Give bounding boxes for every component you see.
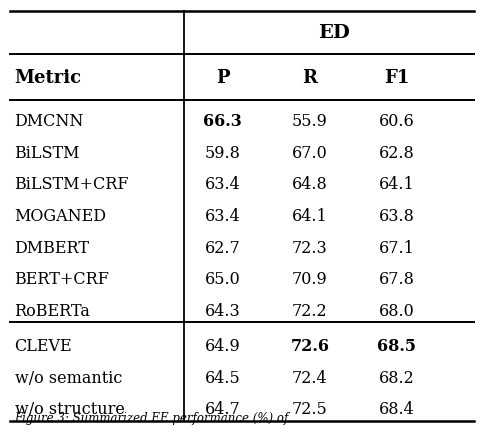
Text: BiLSTM: BiLSTM bbox=[15, 145, 80, 162]
Text: 64.9: 64.9 bbox=[205, 338, 241, 355]
Text: 67.8: 67.8 bbox=[379, 271, 415, 289]
Text: 60.6: 60.6 bbox=[379, 113, 415, 130]
Text: w/o semantic: w/o semantic bbox=[15, 369, 122, 387]
Text: 72.4: 72.4 bbox=[292, 369, 328, 387]
Text: BiLSTM+CRF: BiLSTM+CRF bbox=[15, 176, 129, 194]
Text: 72.3: 72.3 bbox=[292, 240, 328, 257]
Text: 64.3: 64.3 bbox=[205, 303, 241, 320]
Text: 65.0: 65.0 bbox=[205, 271, 241, 289]
Text: w/o structure: w/o structure bbox=[15, 401, 124, 418]
Text: 63.4: 63.4 bbox=[205, 208, 241, 225]
Text: R: R bbox=[302, 69, 317, 87]
Text: 66.3: 66.3 bbox=[203, 113, 242, 130]
Text: Metric: Metric bbox=[15, 69, 82, 87]
Text: 72.6: 72.6 bbox=[290, 338, 329, 355]
Text: BERT+CRF: BERT+CRF bbox=[15, 271, 109, 289]
Text: RoBERTa: RoBERTa bbox=[15, 303, 91, 320]
Text: 72.5: 72.5 bbox=[292, 401, 328, 418]
Text: 63.8: 63.8 bbox=[379, 208, 415, 225]
Text: 59.8: 59.8 bbox=[205, 145, 241, 162]
Text: 62.8: 62.8 bbox=[379, 145, 415, 162]
Text: P: P bbox=[216, 69, 229, 87]
Text: 64.1: 64.1 bbox=[379, 176, 415, 194]
Text: 67.0: 67.0 bbox=[292, 145, 328, 162]
Text: 67.1: 67.1 bbox=[379, 240, 415, 257]
Text: 68.4: 68.4 bbox=[379, 401, 415, 418]
Text: MOGANED: MOGANED bbox=[15, 208, 106, 225]
Text: 70.9: 70.9 bbox=[292, 271, 328, 289]
Text: 68.5: 68.5 bbox=[378, 338, 416, 355]
Text: 64.5: 64.5 bbox=[205, 369, 241, 387]
Text: 64.1: 64.1 bbox=[292, 208, 328, 225]
Text: 64.8: 64.8 bbox=[292, 176, 328, 194]
Text: F1: F1 bbox=[384, 69, 409, 87]
Text: 55.9: 55.9 bbox=[292, 113, 328, 130]
Text: CLEVE: CLEVE bbox=[15, 338, 72, 355]
Text: DMBERT: DMBERT bbox=[15, 240, 90, 257]
Text: 68.2: 68.2 bbox=[379, 369, 415, 387]
Text: 64.7: 64.7 bbox=[205, 401, 241, 418]
Text: 63.4: 63.4 bbox=[205, 176, 241, 194]
Text: Figure 3: Summarized EE performance (%) of: Figure 3: Summarized EE performance (%) … bbox=[15, 412, 289, 425]
Text: DMCNN: DMCNN bbox=[15, 113, 84, 130]
Text: 72.2: 72.2 bbox=[292, 303, 328, 320]
Text: ED: ED bbox=[318, 23, 350, 42]
Text: 62.7: 62.7 bbox=[205, 240, 241, 257]
Text: 68.0: 68.0 bbox=[379, 303, 415, 320]
